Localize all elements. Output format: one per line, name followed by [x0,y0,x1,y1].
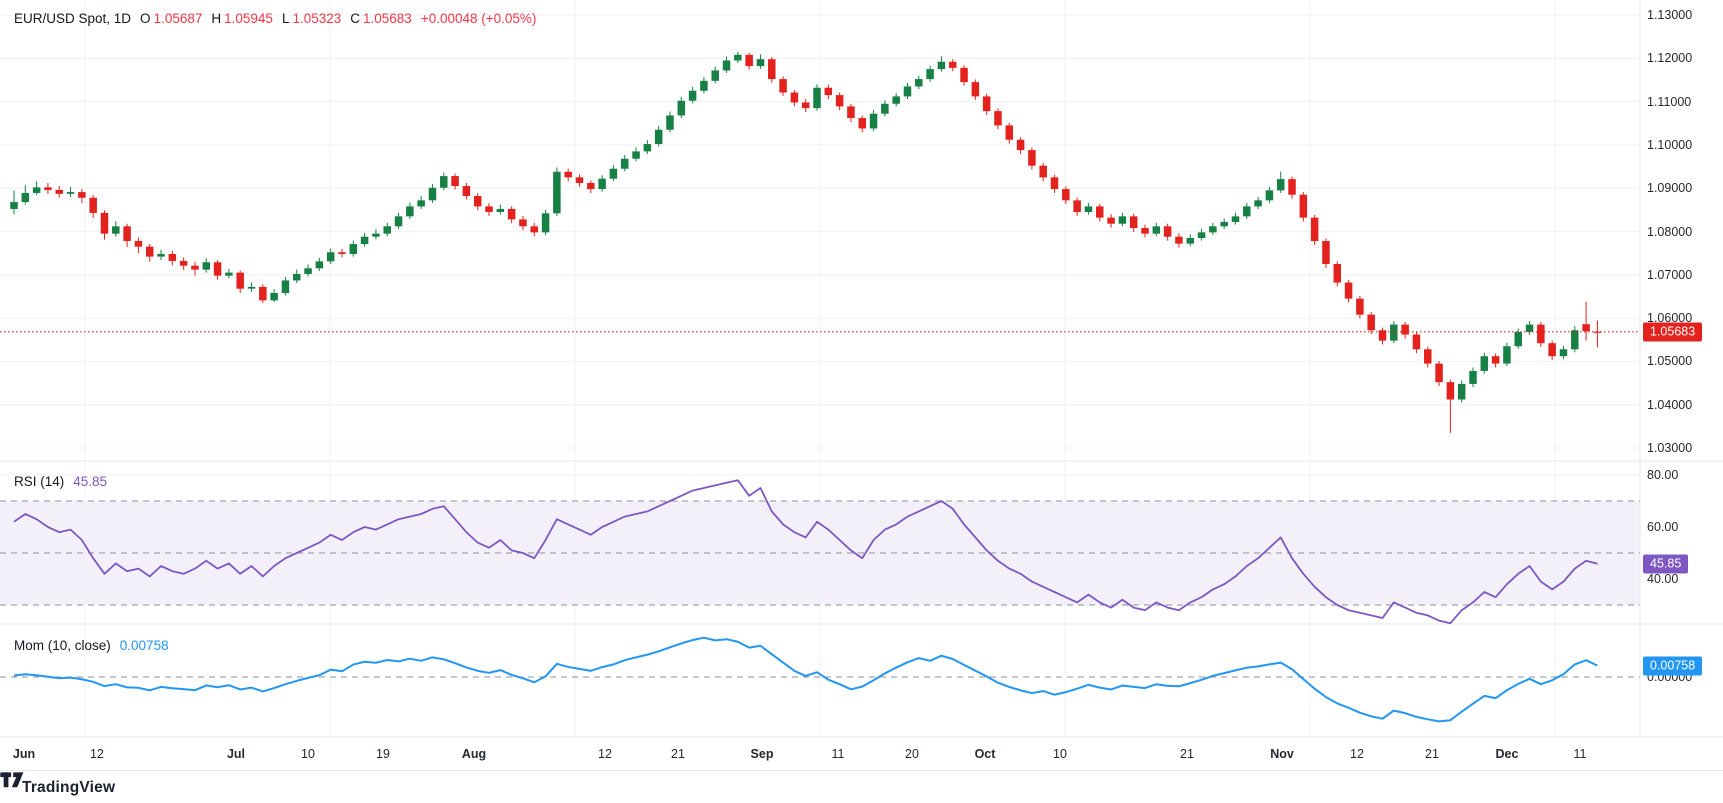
candlestick-series [10,51,1602,433]
open-value: 1.05687 [153,11,203,26]
time-tick-day: 20 [905,747,919,761]
time-tick-day: 12 [1350,747,1364,761]
rsi-tick-label: 60.00 [1647,520,1679,534]
tradingview-brand-text[interactable]: TradingView [22,778,116,796]
price-tick-label: 1.12000 [1647,51,1693,66]
time-tick-day: 10 [301,747,315,761]
price-tick-label: 1.06000 [1647,311,1693,326]
time-tick-day: 21 [1425,747,1439,761]
rsi-tick-label: 80.00 [1647,468,1679,482]
footer-bar: TradingView [0,770,1723,803]
time-tick-month: Dec [1495,747,1519,761]
time-tick-day: 12 [598,747,612,761]
price-tick-label: 1.07000 [1647,267,1693,282]
rsi-value-badge: 45.85 [1643,554,1689,574]
mom-legend: Mom (10, close) 0.00758 [14,638,169,654]
price-tick-label: 1.03000 [1647,441,1693,455]
mom-value: 0.00758 [119,638,169,653]
symbol-title: EUR/USD Spot, 1D [14,11,132,26]
rsi-tick-label: 40.00 [1647,572,1679,586]
rsi-line [13,479,1598,625]
low-label: L [281,11,290,26]
main-legend: EUR/USD Spot, 1D O 1.05687 H 1.05945 L 1.05… [14,11,536,27]
price-tick-label: 1.04000 [1647,397,1693,412]
rsi-value: 45.85 [73,474,108,489]
mom-line [13,636,1598,723]
low-value: 1.05323 [292,11,342,26]
price-tick-label: 1.09000 [1647,181,1693,196]
time-tick-month: Oct [974,747,996,761]
time-tick-day: 21 [1180,747,1194,761]
price-tick-label: 1.10000 [1647,137,1693,152]
time-tick-month: Aug [461,747,487,761]
change-value: +0.00048 (+0.05%) [420,11,537,26]
time-tick-day: 21 [671,747,685,761]
time-tick-month: Sep [750,747,774,761]
close-value: 1.05683 [363,11,412,26]
time-tick-month: Jul [226,747,246,761]
price-tick-label: 1.13000 [1647,8,1693,22]
time-tick-day: 19 [376,747,390,761]
close-label: C [350,11,361,26]
mom-label: Mom (10, close) [14,638,111,653]
open-label: O [140,11,151,26]
time-tick-day: 10 [1053,747,1067,761]
rsi-label: RSI (14) [14,474,65,489]
price-tick-label: 1.11000 [1647,94,1692,109]
rsi-legend: RSI (14) 45.85 [14,474,107,490]
time-tick-day: 11 [831,747,845,761]
mom-value-badge: 0.00758 [1643,656,1703,676]
price-tick-label: 1.08000 [1647,224,1693,239]
high-label: H [211,11,222,26]
time-tick-month: Jun [12,747,36,761]
price-tick-label: 1.05000 [1647,354,1693,369]
time-tick-month: Nov [1270,747,1294,761]
time-tick-day: 11 [1573,747,1587,761]
high-value: 1.05945 [224,11,273,26]
last-price-badge: 1.05683 [1643,322,1703,342]
time-tick-day: 12 [90,747,104,761]
